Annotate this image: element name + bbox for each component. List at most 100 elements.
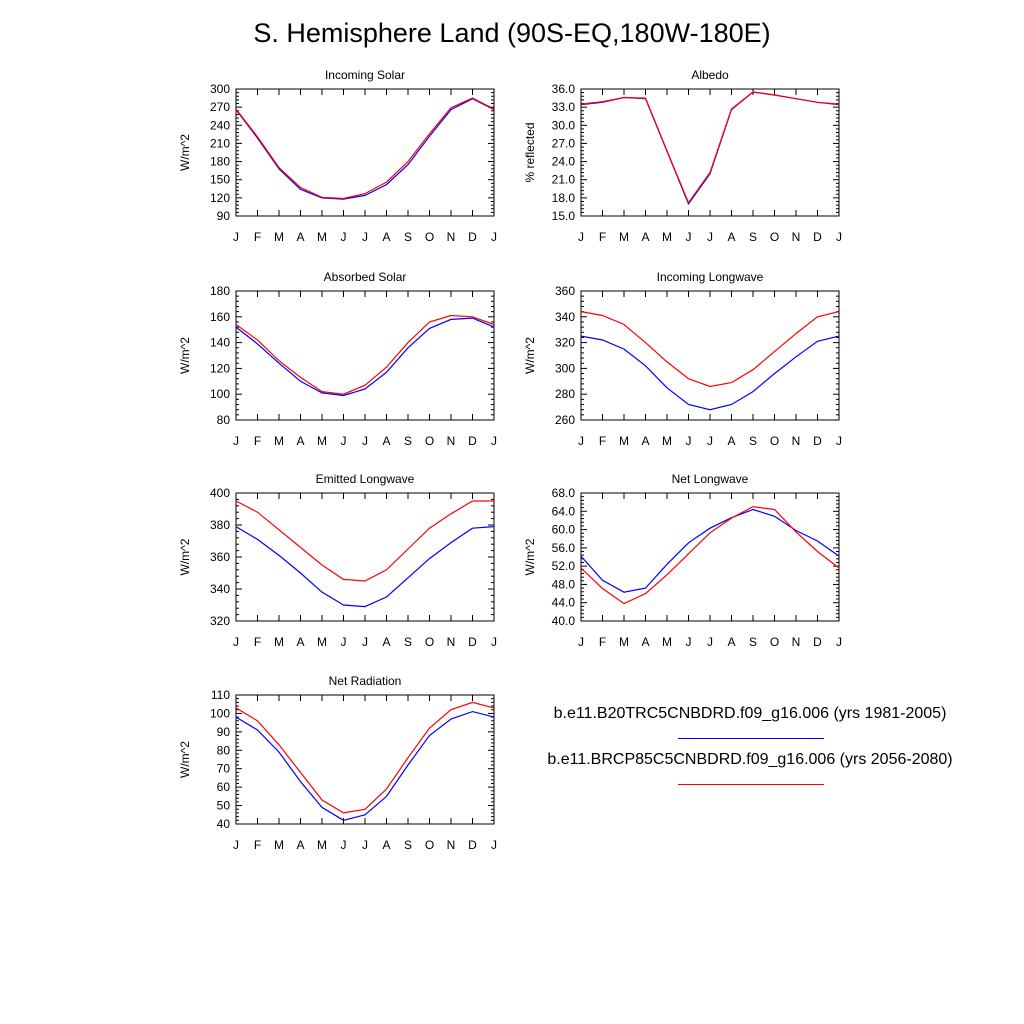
y-tick-label: 100 xyxy=(210,387,230,401)
y-tick-label: 120 xyxy=(210,191,230,205)
x-tick-label: J xyxy=(686,230,692,244)
plot-frame xyxy=(580,88,840,217)
y-tick-label: 340 xyxy=(210,582,230,596)
x-tick-label: F xyxy=(254,434,261,448)
y-tick-label: 360 xyxy=(210,550,230,564)
y-tick-label: 50 xyxy=(217,799,231,813)
x-tick-label: A xyxy=(296,434,304,448)
y-tick-label: 80 xyxy=(217,743,231,757)
plot-frame xyxy=(235,694,495,825)
x-tick-label: N xyxy=(447,230,456,244)
x-tick-label: A xyxy=(296,230,304,244)
x-tick-label: J xyxy=(362,838,368,852)
x-tick-label: M xyxy=(317,838,327,852)
x-tick-label: M xyxy=(619,635,629,649)
x-tick-label: A xyxy=(641,635,649,649)
y-tick-label: 160 xyxy=(210,310,230,324)
y-tick-label: 300 xyxy=(555,361,575,375)
y-tick-label: 52.0 xyxy=(552,559,576,573)
series-line-2 xyxy=(235,314,495,395)
x-tick-label: J xyxy=(578,434,584,448)
x-tick-label: D xyxy=(813,434,822,448)
y-tick-label: 180 xyxy=(210,155,230,169)
y-tick-label: 400 xyxy=(210,486,230,500)
y-axis-label: W/m^2 xyxy=(178,538,192,575)
y-tick-label: 210 xyxy=(210,136,230,150)
y-tick-label: 40.0 xyxy=(552,614,576,628)
y-tick-label: 150 xyxy=(210,173,230,187)
y-tick-label: 260 xyxy=(555,413,575,427)
x-tick-label: J xyxy=(686,434,692,448)
y-tick-label: 140 xyxy=(210,336,230,350)
y-tick-label: 27.0 xyxy=(552,136,576,150)
x-tick-label: S xyxy=(749,635,757,649)
x-tick-label: J xyxy=(707,230,713,244)
x-tick-label: A xyxy=(727,230,735,244)
x-tick-label: J xyxy=(836,230,842,244)
y-tick-label: 56.0 xyxy=(552,541,576,555)
x-tick-label: J xyxy=(491,838,497,852)
x-tick-label: J xyxy=(578,230,584,244)
x-tick-label: D xyxy=(468,230,477,244)
y-axis-label: W/m^2 xyxy=(178,741,192,778)
legend-line-series-2 xyxy=(678,784,824,785)
x-tick-label: F xyxy=(254,230,261,244)
x-tick-label: O xyxy=(770,434,779,448)
y-tick-label: 33.0 xyxy=(552,100,576,114)
x-tick-label: S xyxy=(749,230,757,244)
x-tick-label: N xyxy=(792,434,801,448)
chart-panel-4: Incoming Longwave W/m^2 260 280 300 320 340 360… xyxy=(523,270,842,448)
x-tick-label: A xyxy=(296,635,304,649)
y-tick-label: 70 xyxy=(217,762,231,776)
series-line-2 xyxy=(580,506,840,605)
chart-title: Incoming Solar xyxy=(325,68,405,82)
x-tick-label: J xyxy=(707,635,713,649)
x-tick-label: J xyxy=(578,635,584,649)
x-tick-label: M xyxy=(274,434,284,448)
x-tick-label: M xyxy=(317,230,327,244)
y-tick-label: 320 xyxy=(555,336,575,350)
x-tick-label: M xyxy=(274,230,284,244)
plot-frame xyxy=(580,290,840,421)
y-axis-label: W/m^2 xyxy=(523,337,537,374)
series-line-2 xyxy=(580,311,840,388)
figure-title: S. Hemisphere Land (90S-EQ,180W-180E) xyxy=(253,18,771,48)
x-tick-label: O xyxy=(425,434,434,448)
y-tick-label: 68.0 xyxy=(552,486,576,500)
y-tick-label: 320 xyxy=(210,614,230,628)
x-tick-label: F xyxy=(254,635,261,649)
x-tick-label: M xyxy=(274,838,284,852)
y-tick-label: 90 xyxy=(217,725,231,739)
x-tick-label: A xyxy=(296,838,304,852)
series-line-1 xyxy=(235,98,495,200)
x-tick-label: J xyxy=(686,635,692,649)
y-tick-label: 90 xyxy=(217,209,231,223)
chart-title: Net Radiation xyxy=(329,674,402,688)
y-tick-label: 18.0 xyxy=(552,191,576,205)
x-tick-label: D xyxy=(813,635,822,649)
y-tick-label: 60.0 xyxy=(552,523,576,537)
x-tick-label: J xyxy=(836,635,842,649)
x-tick-label: A xyxy=(727,434,735,448)
x-tick-label: S xyxy=(404,434,412,448)
chart-title: Absorbed Solar xyxy=(324,270,407,284)
x-tick-label: A xyxy=(382,635,390,649)
x-tick-label: F xyxy=(599,434,606,448)
y-tick-label: 270 xyxy=(210,100,230,114)
y-tick-label: 380 xyxy=(210,518,230,532)
x-tick-label: N xyxy=(447,635,456,649)
x-tick-label: J xyxy=(341,434,347,448)
y-tick-label: 36.0 xyxy=(552,82,576,96)
x-tick-label: S xyxy=(404,230,412,244)
y-tick-label: 24.0 xyxy=(552,155,576,169)
y-tick-label: 30.0 xyxy=(552,118,576,132)
x-tick-label: F xyxy=(599,635,606,649)
x-tick-label: M xyxy=(662,635,672,649)
y-axis-label: W/m^2 xyxy=(178,337,192,374)
x-tick-label: D xyxy=(813,230,822,244)
x-tick-label: A xyxy=(727,635,735,649)
x-tick-label: F xyxy=(254,838,261,852)
x-tick-label: J xyxy=(233,838,239,852)
x-tick-label: D xyxy=(468,838,477,852)
